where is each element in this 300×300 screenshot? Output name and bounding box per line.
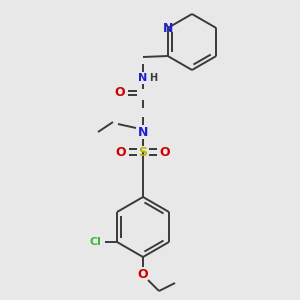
Text: S: S: [139, 146, 148, 158]
Text: H: H: [149, 73, 157, 83]
Text: O: O: [138, 268, 148, 281]
Text: N: N: [138, 125, 148, 139]
Text: N: N: [163, 22, 173, 34]
Text: O: O: [160, 146, 170, 158]
Text: O: O: [116, 146, 126, 158]
Text: O: O: [115, 86, 125, 100]
Text: Cl: Cl: [89, 237, 101, 247]
Text: N: N: [138, 73, 148, 83]
